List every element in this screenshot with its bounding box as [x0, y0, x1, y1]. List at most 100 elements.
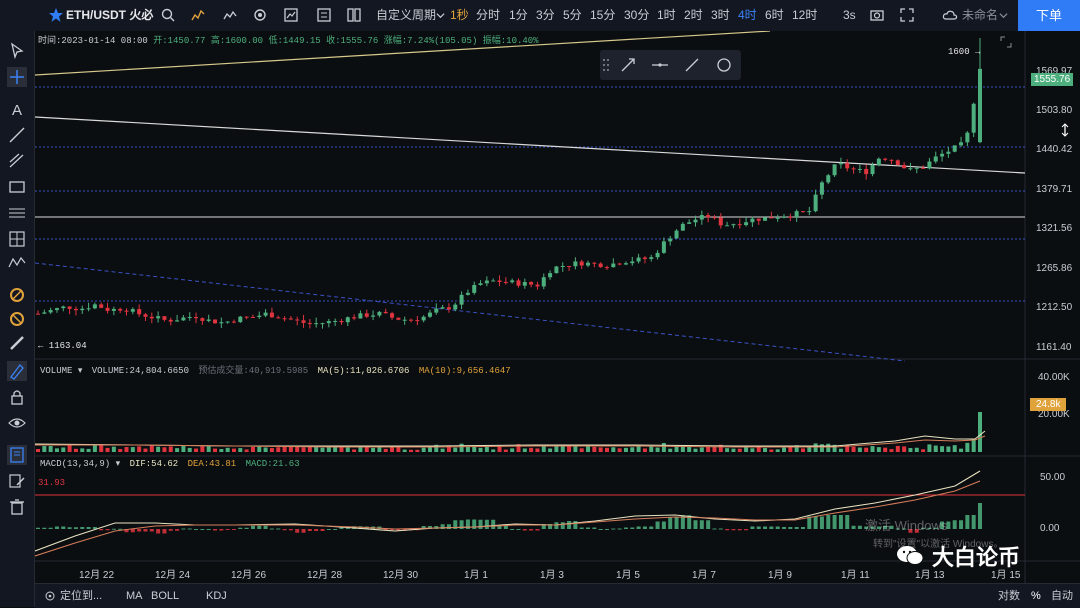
period-4h[interactable]: 4时 [738, 8, 757, 22]
chevron-down-icon[interactable]: ▾ [115, 459, 121, 469]
volume-bar [105, 447, 110, 452]
macd-bar [737, 529, 742, 531]
search-icon[interactable] [160, 7, 176, 23]
volume-bar [921, 449, 926, 452]
price-chart[interactable] [35, 31, 1080, 583]
wave-icon[interactable] [7, 253, 27, 273]
expand-icon[interactable] [1000, 36, 1012, 48]
volume-bar [857, 447, 862, 452]
period-15m[interactable]: 15分 [590, 8, 616, 22]
macd-bar [649, 526, 654, 529]
candle [883, 158, 888, 160]
grid-icon[interactable] [7, 229, 27, 249]
drag-handle-icon[interactable] [602, 55, 610, 75]
magnet-icon[interactable] [7, 285, 27, 305]
horizontal-line-icon[interactable] [650, 55, 670, 75]
chevron-down-icon[interactable] [436, 11, 445, 20]
period-6h[interactable]: 6时 [765, 8, 784, 22]
macd-bar [959, 520, 964, 529]
layout-icon[interactable] [346, 7, 362, 23]
candle [383, 311, 388, 314]
line-segment-icon[interactable] [682, 55, 702, 75]
chart-type-icon[interactable] [222, 7, 238, 23]
compare-icon[interactable] [316, 7, 332, 23]
edit-drawings-icon[interactable] [7, 471, 27, 491]
locate-icon[interactable] [44, 590, 56, 602]
candle [902, 165, 907, 169]
period-3h[interactable]: 3时 [711, 8, 730, 22]
volume-indicator-name[interactable]: VOLUME [40, 366, 73, 376]
period-1s[interactable]: 1秒 [450, 8, 469, 22]
volume-bar [535, 448, 540, 452]
volume-bar [832, 444, 837, 452]
period-1m[interactable]: 1分 [509, 8, 528, 22]
ruler-icon[interactable] [7, 333, 27, 353]
trend-line-upper[interactable] [35, 31, 771, 76]
eye-icon[interactable] [7, 413, 27, 433]
ray-icon[interactable] [618, 55, 638, 75]
fullscreen-icon[interactable] [899, 7, 915, 23]
auto-scale-toggle[interactable]: 自动 [1051, 590, 1073, 602]
refresh-interval[interactable]: 3s [843, 8, 856, 22]
chevron-down-icon[interactable] [999, 11, 1008, 20]
circle-icon[interactable] [714, 55, 734, 75]
macd-bar [826, 515, 831, 529]
layout-name[interactable]: 未命名 [962, 8, 999, 22]
low-marker: ← 1163.04 [38, 341, 87, 351]
macd-bar [320, 529, 325, 531]
trend-line-middle[interactable] [35, 116, 1026, 174]
macd-bar [617, 528, 622, 530]
trend-line-dashed[interactable] [35, 262, 906, 362]
fib-icon[interactable] [7, 151, 27, 171]
cursor-icon[interactable] [7, 41, 27, 61]
indicator-boll[interactable]: BOLL [151, 590, 180, 602]
pen-lock-icon[interactable] [7, 361, 27, 381]
candle [554, 266, 559, 274]
order-button[interactable]: 下单 [1018, 0, 1080, 31]
rectangle-icon[interactable] [7, 177, 27, 197]
symbol-name[interactable]: ETH/USDT 火必 [66, 8, 154, 22]
candle [737, 224, 742, 226]
cloud-icon[interactable] [942, 7, 958, 23]
period-2h[interactable]: 2时 [684, 8, 703, 22]
percent-scale-toggle[interactable]: % [1031, 590, 1041, 602]
indicator-ma[interactable]: MA [126, 590, 143, 602]
gear-icon[interactable] [252, 7, 268, 23]
parallel-lines-icon[interactable] [7, 203, 27, 223]
chevron-down-icon[interactable]: ▾ [77, 366, 83, 376]
macd-bar [706, 520, 711, 529]
period-12h[interactable]: 12时 [792, 8, 818, 22]
indicator-icon[interactable] [190, 7, 206, 23]
period-30m[interactable]: 30分 [624, 8, 650, 22]
volume-bar [434, 444, 439, 452]
indicator-kdj[interactable]: KDJ [206, 590, 227, 602]
volume-bar [358, 446, 363, 452]
scale-arrow-icon[interactable] [1060, 122, 1070, 138]
period-timeline[interactable]: 分时 [476, 8, 501, 22]
lock-icon[interactable] [7, 387, 27, 407]
log-scale-toggle[interactable]: 对数 [998, 590, 1020, 602]
volume-bar [940, 446, 945, 452]
period-5m[interactable]: 5分 [563, 8, 582, 22]
macd-bar [301, 529, 306, 533]
price-tick: 1265.86 [1036, 263, 1073, 274]
text-icon[interactable]: A [7, 99, 27, 119]
star-icon[interactable] [48, 7, 64, 23]
trendline-icon[interactable] [7, 125, 27, 145]
template-icon[interactable] [283, 7, 299, 23]
volume-current-badge: 24.8k [1030, 398, 1067, 411]
camera-icon[interactable] [869, 7, 885, 23]
volume-bar [415, 449, 420, 452]
volume-bar [250, 446, 255, 452]
period-1h[interactable]: 1时 [657, 8, 676, 22]
locate-button[interactable]: 定位到... [60, 590, 103, 602]
custom-period-dropdown[interactable]: 自定义周期 [376, 8, 437, 22]
macd-indicator-name[interactable]: MACD(13,34,9) [40, 459, 111, 469]
strong-magnet-icon[interactable] [7, 309, 27, 329]
trash-icon[interactable] [7, 497, 27, 517]
ohlc-change: 涨幅:7.24%(105.05) [383, 36, 478, 46]
object-tree-icon[interactable] [7, 445, 27, 465]
period-3m[interactable]: 3分 [536, 8, 555, 22]
candles[interactable] [36, 37, 982, 329]
crosshair-icon[interactable] [7, 67, 27, 87]
